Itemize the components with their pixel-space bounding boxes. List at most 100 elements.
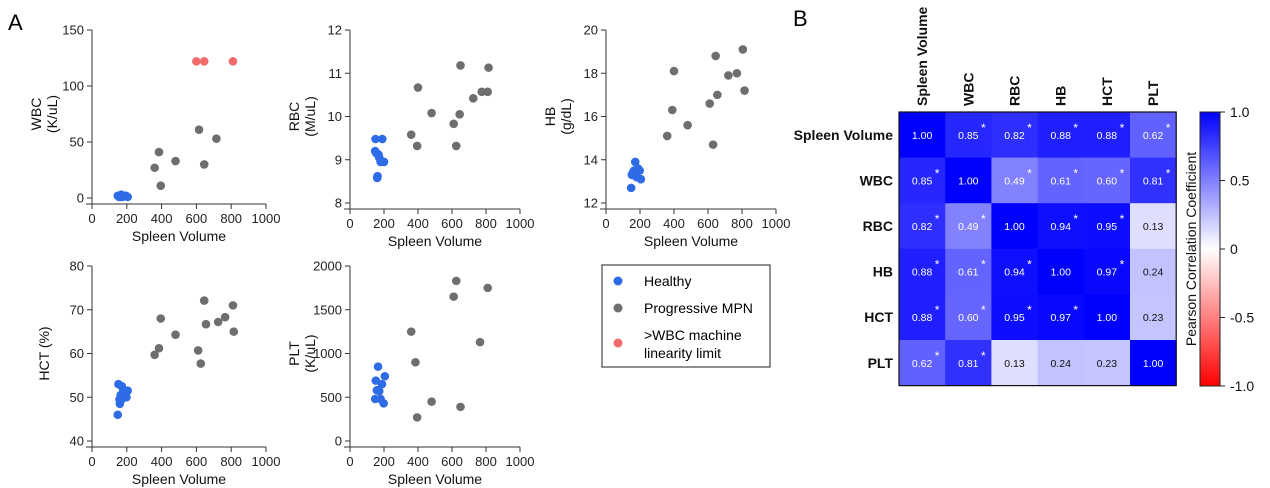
heatmap-cell-value: 0.24 bbox=[1050, 358, 1071, 370]
heatmap-col-label: HB bbox=[1053, 86, 1069, 106]
colorbar-tick-label: 0.5 bbox=[1230, 173, 1250, 189]
significance-star: * bbox=[981, 121, 986, 135]
legend-marker-healthy bbox=[613, 276, 623, 286]
significance-star: * bbox=[935, 303, 940, 317]
y-tick-label: 100 bbox=[62, 79, 84, 94]
heatmap-row-label: HCT bbox=[864, 309, 893, 325]
data-point bbox=[705, 99, 714, 108]
heatmap-cell-value: 0.81 bbox=[958, 358, 979, 370]
x-axis-label: Spleen Volume bbox=[132, 471, 226, 487]
heatmap-cell-value: 0.88 bbox=[1050, 130, 1071, 142]
data-point bbox=[669, 66, 679, 76]
y-axis-label-unit: (K/uL) bbox=[44, 95, 60, 133]
heatmap-cell bbox=[1130, 248, 1177, 295]
data-point bbox=[156, 314, 166, 323]
y-tick-label: 50 bbox=[70, 135, 84, 150]
heatmap-cell-value: 0.23 bbox=[1143, 312, 1164, 324]
x-tick-label: 0 bbox=[88, 211, 95, 226]
data-point bbox=[199, 160, 209, 169]
heatmap-border bbox=[898, 111, 1177, 387]
y-tick-label: 1500 bbox=[313, 302, 342, 317]
heatmap-cell bbox=[1083, 294, 1131, 341]
y-tick-label: 8 bbox=[335, 196, 342, 211]
heatmap-cell-value: 0.13 bbox=[1004, 358, 1025, 370]
significance-star: * bbox=[1027, 166, 1032, 180]
heatmap-col-label: Spleen Volume bbox=[914, 6, 930, 106]
data-point bbox=[628, 170, 638, 180]
heatmap-cell-value: 1.00 bbox=[1143, 358, 1164, 370]
data-point bbox=[483, 283, 493, 293]
data-point bbox=[456, 402, 465, 412]
heatmap-cell bbox=[1130, 294, 1177, 341]
data-point bbox=[449, 292, 459, 301]
data-point bbox=[378, 134, 387, 144]
scatter-plt: 0 500 1000 1500 2000 0 200 400 600 800 1000 Spleen … bbox=[286, 259, 534, 488]
heatmap-cell bbox=[991, 294, 1039, 341]
heatmap-cell-value: 1.00 bbox=[1050, 267, 1071, 279]
x-tick-label: 600 bbox=[697, 216, 719, 231]
data-point bbox=[373, 362, 383, 371]
x-tick-label: 1000 bbox=[762, 216, 791, 231]
legend-label-limit: >WBC machine bbox=[644, 327, 742, 343]
data-point bbox=[199, 296, 209, 305]
x-tick-label: 1000 bbox=[506, 216, 535, 231]
x-tick-label: 800 bbox=[731, 216, 753, 231]
heatmap-cell-value: 0.82 bbox=[1004, 130, 1025, 142]
heatmap-cell bbox=[899, 157, 946, 204]
x-tick-label: 800 bbox=[220, 454, 242, 469]
heatmap-cell bbox=[1130, 112, 1177, 159]
y-axis-label-unit: (g/dL) bbox=[558, 98, 574, 135]
heatmap-cell-value: 0.62 bbox=[1143, 130, 1164, 142]
significance-star: * bbox=[1073, 166, 1078, 180]
y-axis-label: WBC bbox=[28, 98, 44, 131]
heatmap-cell bbox=[991, 112, 1039, 159]
y-axis-label: RBC bbox=[286, 102, 302, 132]
data-point bbox=[412, 141, 422, 151]
x-tick-label: 600 bbox=[186, 454, 208, 469]
significance-star: * bbox=[1166, 166, 1171, 180]
heatmap-cell-value: 0.61 bbox=[1050, 175, 1071, 187]
significance-star: * bbox=[1120, 121, 1125, 135]
y-tick-label: 11 bbox=[329, 66, 343, 81]
data-point bbox=[379, 157, 389, 167]
data-point bbox=[194, 125, 204, 134]
heatmap-cell-value: 0.62 bbox=[912, 358, 933, 370]
x-tick-label: 200 bbox=[116, 211, 138, 226]
x-axis-label: Spleen Volume bbox=[132, 228, 226, 244]
legend-label-healthy: Healthy bbox=[644, 273, 691, 289]
heatmap-cell bbox=[1083, 203, 1131, 250]
panel-b-label: B bbox=[793, 6, 808, 31]
heatmap-cell bbox=[945, 248, 992, 295]
data-point bbox=[117, 395, 126, 404]
significance-star: * bbox=[1120, 166, 1125, 180]
heatmap-cell-value: 0.23 bbox=[1097, 358, 1118, 370]
x-tick-label: 0 bbox=[346, 216, 353, 231]
heatmap-cell bbox=[945, 157, 992, 204]
significance-star: * bbox=[981, 212, 986, 226]
significance-star: * bbox=[935, 258, 940, 272]
heatmap-col-label: PLT bbox=[1145, 80, 1161, 106]
heatmap-cell-value: 1.00 bbox=[1097, 312, 1118, 324]
scatter-rbc: 8 9 10 11 12 0 200 400 600 800 1000 Spleen Volume RB… bbox=[286, 23, 534, 250]
data-point bbox=[154, 343, 164, 353]
significance-star: * bbox=[1027, 258, 1032, 272]
y-tick-label: 50 bbox=[70, 390, 84, 405]
data-point bbox=[475, 337, 485, 347]
significance-star: * bbox=[1027, 303, 1032, 317]
significance-star: * bbox=[935, 349, 940, 363]
legend-label-limit-line2: linearity limit bbox=[644, 345, 721, 361]
data-point bbox=[171, 330, 180, 339]
data-point bbox=[636, 174, 646, 184]
data-point bbox=[196, 359, 206, 368]
legend-marker-mpn bbox=[613, 303, 623, 313]
data-point bbox=[427, 108, 436, 118]
y-tick-label: 9 bbox=[335, 152, 342, 167]
data-point bbox=[213, 317, 223, 327]
heatmap-cell bbox=[1037, 294, 1085, 341]
significance-star: * bbox=[935, 212, 940, 226]
data-point bbox=[192, 57, 201, 66]
heatmap-cell-value: 0.95 bbox=[1004, 312, 1025, 324]
heatmap-cell-value: 0.88 bbox=[912, 312, 933, 324]
x-tick-label: 0 bbox=[88, 454, 95, 469]
